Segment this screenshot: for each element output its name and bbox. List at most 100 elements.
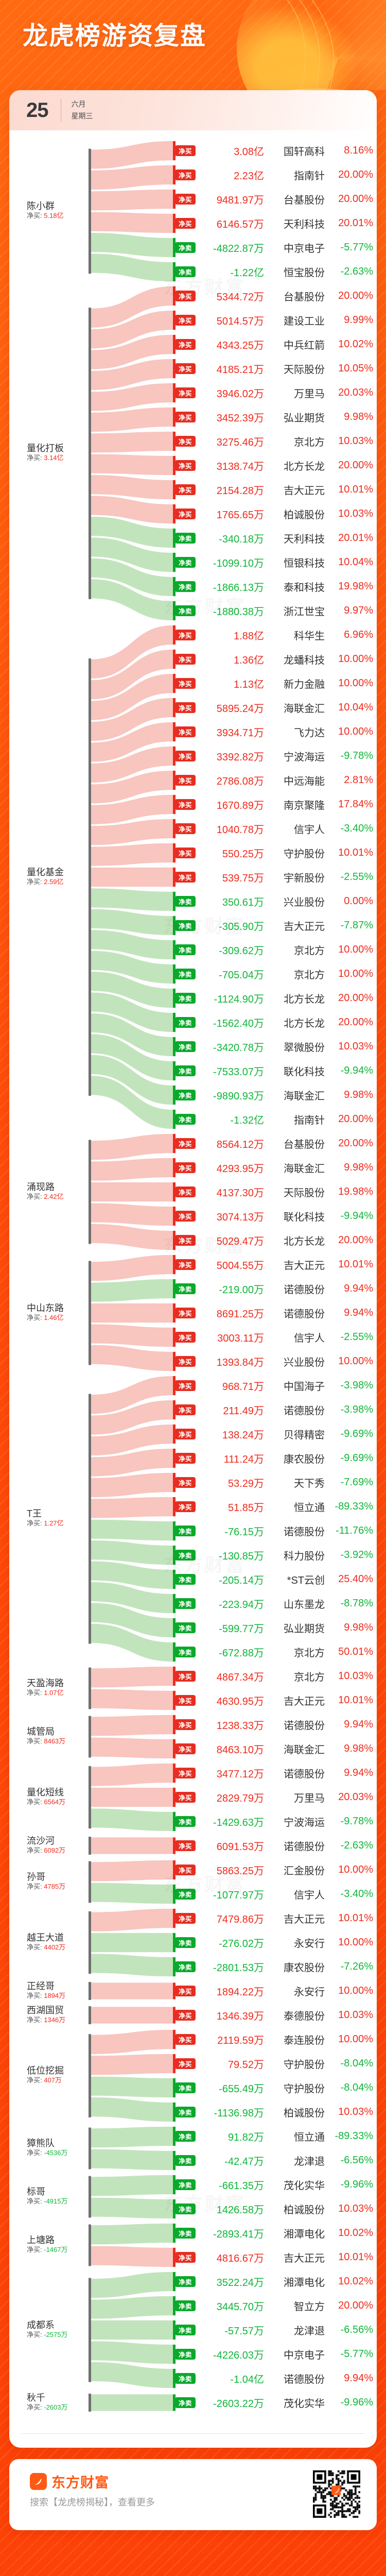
table-row[interactable]: 净买 4867.34万 京北方 10.03%: [9, 1664, 377, 1688]
table-row[interactable]: 净买 1.36亿 龙蟠科技 10.00%: [9, 647, 377, 671]
table-row[interactable]: 净买 8564.12万 台基股份 20.00%: [9, 1131, 377, 1156]
stock-name[interactable]: 信宇人: [294, 824, 325, 836]
table-row[interactable]: 净卖 -4226.03万 中京电子 -5.77%: [9, 2342, 377, 2366]
table-row[interactable]: 净卖 -599.77万 弘业期货 9.98%: [9, 1616, 377, 1640]
table-row[interactable]: 净买 2119.59万 泰连股份 10.00%: [9, 2027, 377, 2052]
stock-name[interactable]: 联化科技: [284, 1212, 325, 1223]
table-row[interactable]: 净卖 -305.90万 吉大正元 -7.87%: [9, 913, 377, 938]
stock-name[interactable]: 康农股份: [284, 1962, 325, 1974]
stock-name[interactable]: 吉大正元: [284, 2253, 325, 2264]
stock-name[interactable]: 指南针: [294, 171, 325, 182]
table-row[interactable]: 净买 6146.57万 天利科技 20.01%: [9, 211, 377, 235]
stock-name[interactable]: 天下秀: [294, 1478, 325, 1489]
stock-name[interactable]: 天际股份: [284, 1188, 325, 1199]
stock-name[interactable]: 诺德股份: [284, 1405, 325, 1417]
table-row[interactable]: 净卖 -3420.78万 翠微股份 10.03%: [9, 1035, 377, 1059]
table-row[interactable]: 净卖 -655.49万 守护股份 -8.04%: [9, 2076, 377, 2100]
stock-name[interactable]: 联化科技: [284, 1066, 325, 1078]
trader-label[interactable]: 城管局 净买: 8463万: [27, 1726, 114, 1745]
table-row[interactable]: 净买 1.88亿 科华生 6.96%: [9, 623, 377, 647]
trader-label[interactable]: 孙哥 净买: 4785万: [27, 1872, 114, 1891]
table-row[interactable]: 净买 5344.72万 台基股份 20.00%: [9, 284, 377, 308]
stock-name[interactable]: 万里马: [294, 388, 325, 400]
table-row[interactable]: 净买 111.24万 康农股份 -9.69%: [9, 1446, 377, 1470]
stock-name[interactable]: 龙津退: [294, 2156, 325, 2167]
table-row[interactable]: 净卖 -2801.53万 康农股份 -7.26%: [9, 1955, 377, 1979]
stock-name[interactable]: 信宇人: [294, 1890, 325, 1901]
table-row[interactable]: 净买 1238.33万 诺德股份 9.94%: [9, 1713, 377, 1737]
table-row[interactable]: 净卖 -672.88万 京北方 50.01%: [9, 1640, 377, 1664]
stock-name[interactable]: 吉大正元: [284, 921, 325, 933]
table-row[interactable]: 净买 1765.65万 柏诚股份 10.03%: [9, 502, 377, 526]
stock-name[interactable]: 台基股份: [284, 195, 325, 206]
stock-name[interactable]: 中京电子: [284, 243, 325, 255]
stock-name[interactable]: 宁波海运: [284, 1817, 325, 1828]
stock-name[interactable]: 京北方: [294, 1672, 325, 1683]
table-row[interactable]: 净买 3275.46万 京北方 10.03%: [9, 429, 377, 453]
table-row[interactable]: 净卖 -205.14万 *ST云创 25.40%: [9, 1567, 377, 1591]
table-row[interactable]: 净卖 -1124.90万 北方长龙 20.00%: [9, 986, 377, 1010]
table-row[interactable]: 净卖 -1562.40万 北方长龙 20.00%: [9, 1010, 377, 1035]
stock-name[interactable]: 恒立通: [294, 1502, 325, 1514]
stock-name[interactable]: 科力股份: [284, 1551, 325, 1562]
table-row[interactable]: 净买 3.08亿 国轩高科 8.16%: [9, 139, 377, 163]
table-row[interactable]: 净卖 -1429.63万 宁波海运 -9.78%: [9, 1809, 377, 1834]
trader-label[interactable]: 量化短线 净买: 6564万: [27, 1787, 114, 1806]
stock-name[interactable]: 天际股份: [284, 364, 325, 376]
trader-label[interactable]: 量化打板 净买: 3.14亿: [27, 443, 114, 462]
trader-label[interactable]: 正经哥 净买: 1894万: [27, 1981, 114, 2000]
table-row[interactable]: 净卖 -130.85万 科力股份 -3.92%: [9, 1543, 377, 1567]
stock-name[interactable]: 山东墨龙: [284, 1599, 325, 1611]
stock-name[interactable]: 浙江世宝: [284, 606, 325, 618]
stock-name[interactable]: 弘业期货: [284, 413, 325, 424]
stock-name[interactable]: 恒立通: [294, 2132, 325, 2143]
stock-name[interactable]: 天利科技: [284, 534, 325, 545]
stock-name[interactable]: 北方长龙: [284, 1236, 325, 1247]
stock-name[interactable]: 翠微股份: [284, 1042, 325, 1054]
stock-name[interactable]: 指南针: [294, 1115, 325, 1126]
table-row[interactable]: 净卖 -705.04万 京北方 10.00%: [9, 962, 377, 986]
table-row[interactable]: 净买 138.24万 贝得精密 -9.69%: [9, 1422, 377, 1446]
stock-name[interactable]: 信宇人: [294, 1333, 325, 1344]
stock-name[interactable]: 诺德股份: [284, 1284, 325, 1296]
table-row[interactable]: 净卖 -57.57万 龙津退 -6.56%: [9, 2318, 377, 2342]
stock-name[interactable]: 海联金汇: [284, 1163, 325, 1175]
table-row[interactable]: 净卖 -1077.97万 信宇人 -3.40%: [9, 1882, 377, 1906]
stock-name[interactable]: 恒银科技: [284, 558, 325, 569]
table-row[interactable]: 净卖 3445.70万 智立方 20.00%: [9, 2294, 377, 2318]
stock-name[interactable]: 北方长龙: [284, 461, 325, 472]
table-row[interactable]: 净买 5029.47万 北方长龙 20.00%: [9, 1228, 377, 1252]
stock-name[interactable]: 国轩高科: [284, 146, 325, 158]
table-row[interactable]: 净买 8691.25万 诺德股份 9.94%: [9, 1301, 377, 1325]
table-row[interactable]: 净卖 -340.18万 天利科技 20.01%: [9, 526, 377, 550]
table-row[interactable]: 净买 3452.39万 弘业期货 9.98%: [9, 405, 377, 429]
table-row[interactable]: 净卖 -661.35万 茂化实华 -9.96%: [9, 2173, 377, 2197]
table-row[interactable]: 净卖 -1.22亿 恒宝股份 -2.63%: [9, 260, 377, 284]
table-row[interactable]: 净买 2829.79万 万里马 20.03%: [9, 1785, 377, 1809]
stock-name[interactable]: 吉大正元: [284, 1696, 325, 1707]
stock-name[interactable]: *ST云创: [287, 1575, 325, 1586]
table-row[interactable]: 净买 2786.08万 中远海能 2.81%: [9, 768, 377, 792]
stock-name[interactable]: 海联金汇: [284, 1091, 325, 1102]
table-row[interactable]: 净卖 -76.15万 诺德股份 -11.76%: [9, 1519, 377, 1543]
table-row[interactable]: 净买 5014.57万 建设工业 9.99%: [9, 308, 377, 332]
trader-label[interactable]: 涌现路 净买: 2.42亿: [27, 1182, 114, 1201]
stock-name[interactable]: 台基股份: [284, 292, 325, 303]
stock-name[interactable]: 吉大正元: [284, 1914, 325, 1925]
table-row[interactable]: 净买 79.52万 守护股份 -8.04%: [9, 2052, 377, 2076]
table-row[interactable]: 净买 3392.82万 宁波海运 -9.78%: [9, 744, 377, 768]
trader-label[interactable]: 中山东路 净买: 1.46亿: [27, 1303, 114, 1322]
table-row[interactable]: 净卖 -1880.38万 浙江世宝 9.97%: [9, 599, 377, 623]
stock-name[interactable]: 京北方: [294, 437, 325, 448]
table-row[interactable]: 净卖 -1.32亿 指南针 20.00%: [9, 1107, 377, 1131]
stock-name[interactable]: 中远海能: [284, 776, 325, 787]
table-row[interactable]: 净买 5863.25万 汇金股份 10.00%: [9, 1858, 377, 1882]
stock-name[interactable]: 诺德股份: [284, 1841, 325, 1853]
trader-label[interactable]: 流沙河 净买: 6092万: [27, 1836, 114, 1855]
table-row[interactable]: 净买 5895.24万 海联金汇 10.04%: [9, 696, 377, 720]
table-row[interactable]: 净卖 -276.02万 永安行 10.00%: [9, 1930, 377, 1955]
trader-label[interactable]: 天盈海路 净买: 1.07亿: [27, 1678, 114, 1697]
stock-name[interactable]: 康农股份: [284, 1454, 325, 1465]
stock-name[interactable]: 恒宝股份: [284, 267, 325, 279]
table-row[interactable]: 净买 1040.78万 信宇人 -3.40%: [9, 817, 377, 841]
